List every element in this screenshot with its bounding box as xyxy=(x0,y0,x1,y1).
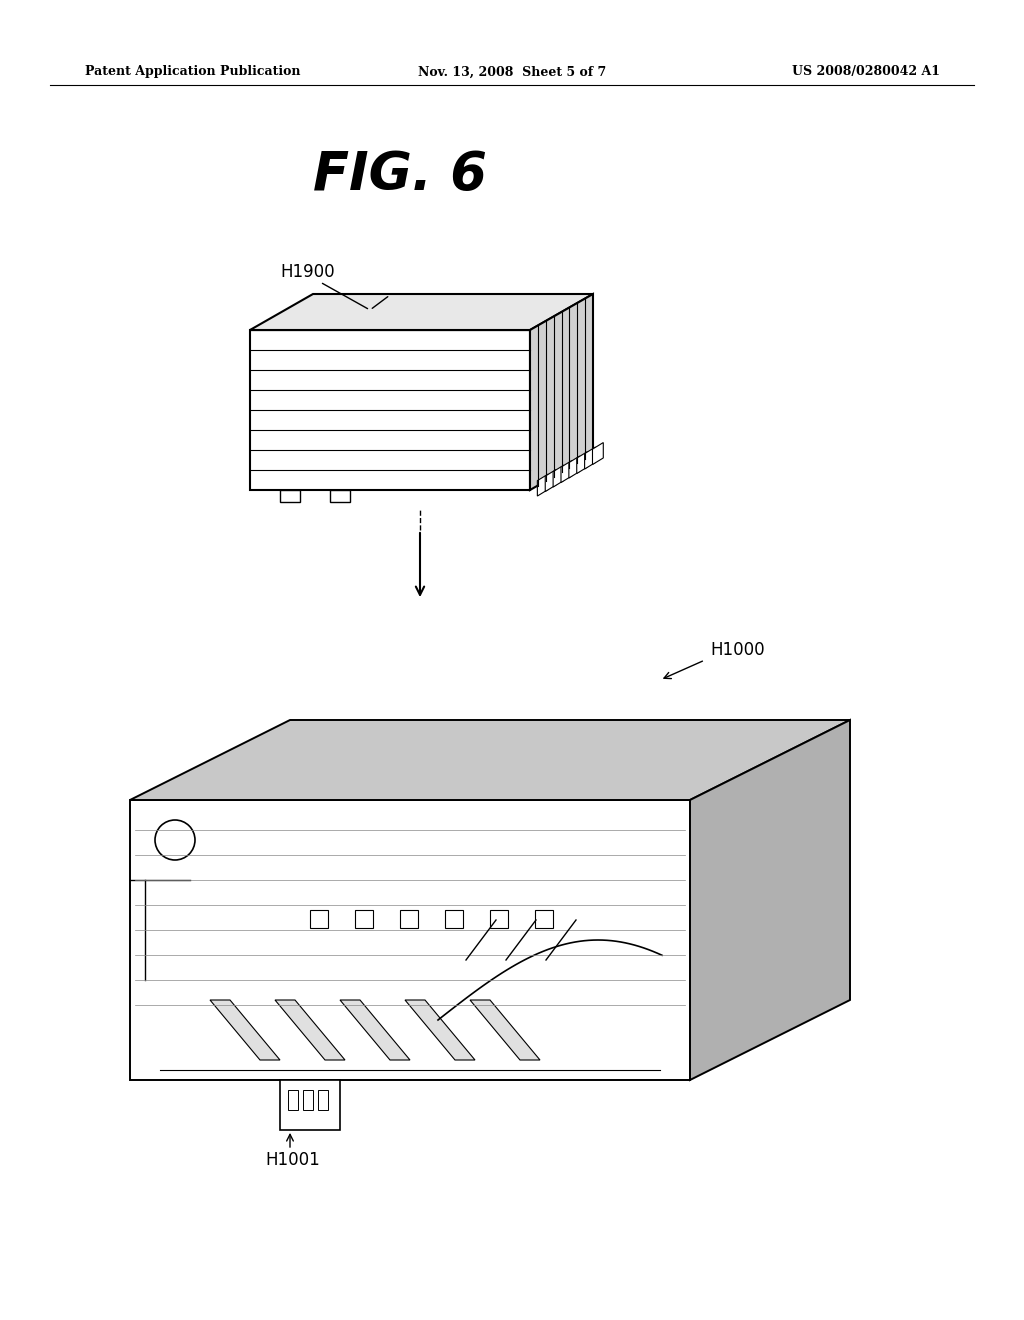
Polygon shape xyxy=(470,1001,540,1060)
Polygon shape xyxy=(330,490,350,502)
Polygon shape xyxy=(577,451,588,474)
Text: US 2008/0280042 A1: US 2008/0280042 A1 xyxy=(792,66,940,78)
Text: Patent Application Publication: Patent Application Publication xyxy=(85,66,300,78)
Polygon shape xyxy=(530,294,593,490)
Polygon shape xyxy=(553,465,564,487)
Polygon shape xyxy=(130,719,850,800)
Polygon shape xyxy=(210,1001,280,1060)
Text: H1001: H1001 xyxy=(265,1151,319,1170)
Polygon shape xyxy=(130,800,690,1080)
Polygon shape xyxy=(280,490,300,502)
Text: FIG. 6: FIG. 6 xyxy=(313,149,487,201)
Polygon shape xyxy=(250,294,593,330)
Text: H1000: H1000 xyxy=(710,642,765,659)
Polygon shape xyxy=(585,447,595,469)
Polygon shape xyxy=(569,455,580,478)
Polygon shape xyxy=(250,330,530,490)
Polygon shape xyxy=(593,442,603,465)
Polygon shape xyxy=(538,474,548,496)
Text: H1900: H1900 xyxy=(280,263,335,281)
Polygon shape xyxy=(406,1001,475,1060)
Polygon shape xyxy=(690,719,850,1080)
Polygon shape xyxy=(280,1080,340,1130)
Polygon shape xyxy=(340,1001,410,1060)
Polygon shape xyxy=(275,1001,345,1060)
Polygon shape xyxy=(545,470,556,491)
Text: Nov. 13, 2008  Sheet 5 of 7: Nov. 13, 2008 Sheet 5 of 7 xyxy=(418,66,606,78)
Polygon shape xyxy=(561,461,571,483)
